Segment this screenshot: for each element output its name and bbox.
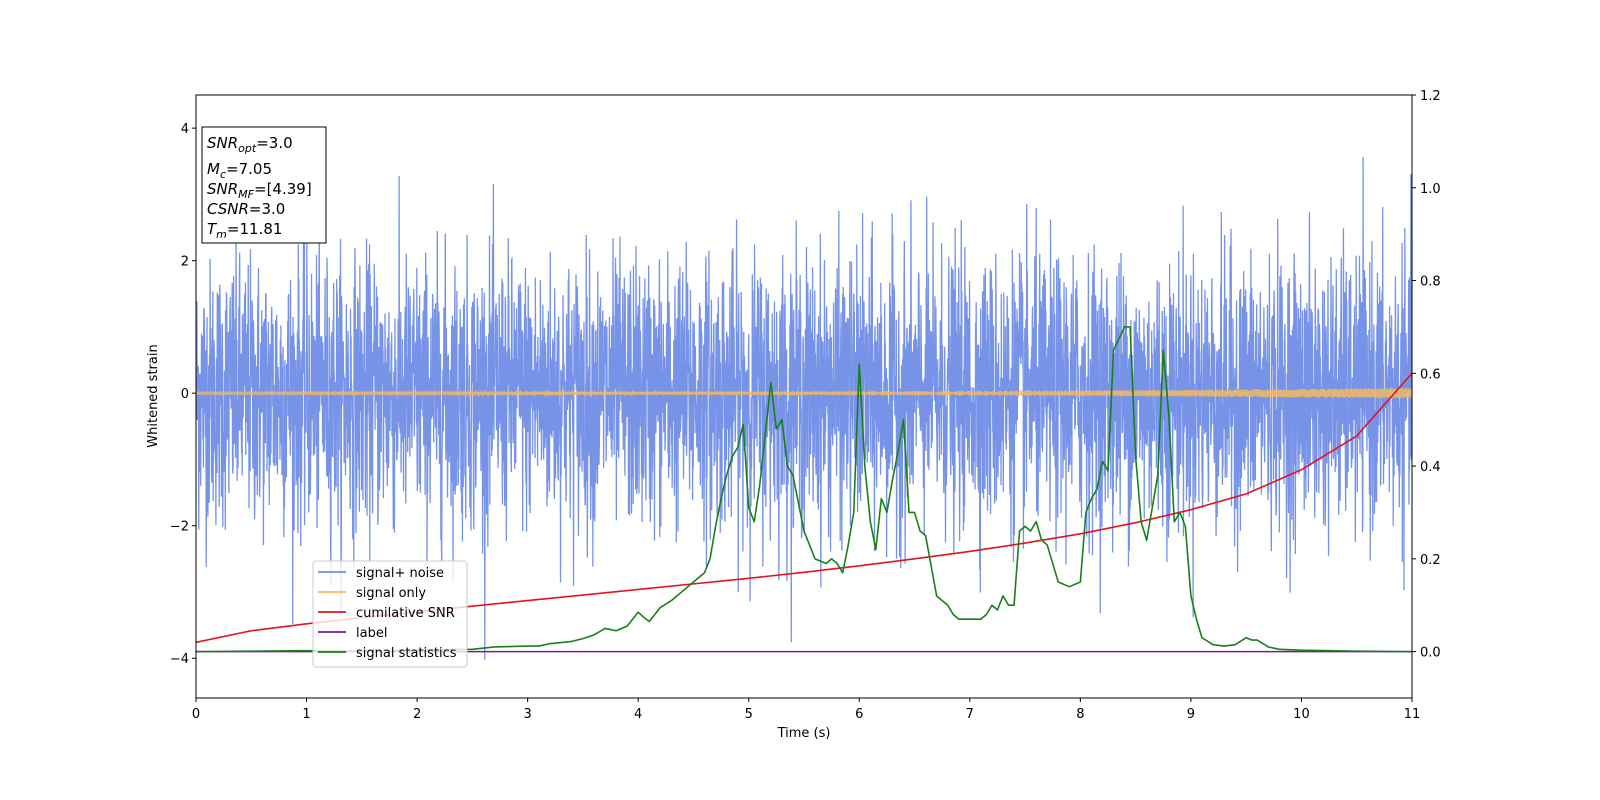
y2-tick-label: 0.4 bbox=[1420, 460, 1441, 475]
x-axis-label: Time (s) bbox=[777, 726, 831, 741]
y2-tick-label: 0.6 bbox=[1420, 367, 1441, 382]
axes-frame bbox=[195, 94, 1413, 699]
y-tick-label: 0 bbox=[181, 387, 189, 402]
y2-axis-ticks: 0.0 0.2 0.4 0.6 0.8 1.0 1.2 bbox=[1412, 89, 1441, 661]
x-tick-label: 3 bbox=[523, 707, 531, 722]
x-tick-label: 6 bbox=[855, 707, 863, 722]
legend-item-signal-noise: signal+ noise bbox=[318, 566, 444, 581]
x-tick-label: 10 bbox=[1293, 707, 1310, 722]
y-tick-label: −4 bbox=[170, 652, 189, 667]
legend-label: cumilative SNR bbox=[356, 606, 455, 621]
y-tick-label: 4 bbox=[181, 122, 189, 137]
legend-label: signal only bbox=[356, 586, 426, 601]
y-tick-label: 2 bbox=[181, 255, 189, 270]
y-tick-label: −2 bbox=[170, 520, 189, 535]
x-tick-label: 5 bbox=[745, 707, 753, 722]
legend: signal+ noise signal only cumilative SNR… bbox=[312, 560, 468, 668]
legend-item-cumulative-snr: cumilative SNR bbox=[318, 606, 455, 621]
series-signal-only bbox=[196, 387, 1412, 400]
x-tick-label: 11 bbox=[1404, 707, 1421, 722]
y2-tick-label: 0.8 bbox=[1420, 275, 1441, 290]
info-csnr: CSNR=3.0 bbox=[207, 200, 285, 218]
series-signal-statistics bbox=[196, 326, 1412, 653]
x-tick-label: 2 bbox=[413, 707, 421, 722]
legend-item-signal-only: signal only bbox=[318, 586, 426, 601]
info-tm: Tm=11.81 bbox=[207, 220, 282, 241]
info-snr-opt: SNRopt=3.0 bbox=[207, 134, 293, 155]
y-axis-ticks: −4 −2 0 2 4 bbox=[170, 122, 196, 667]
x-axis-ticks: 0 1 2 3 4 5 6 7 8 9 10 11 bbox=[192, 698, 1420, 722]
x-tick-label: 9 bbox=[1187, 707, 1195, 722]
info-box: SNRopt=3.0 Mc=7.05 SNRMF=[4.39] CSNR=3.0… bbox=[201, 126, 327, 244]
info-snr-mf: SNRMF=[4.39] bbox=[207, 180, 312, 201]
legend-label: label bbox=[356, 626, 387, 641]
x-tick-label: 1 bbox=[302, 707, 310, 722]
x-tick-label: 7 bbox=[966, 707, 974, 722]
legend-item-label: label bbox=[318, 626, 387, 641]
y2-tick-label: 0.2 bbox=[1420, 553, 1441, 568]
legend-item-signal-statistics: signal statistics bbox=[318, 646, 457, 661]
y2-tick-label: 1.0 bbox=[1420, 182, 1441, 197]
x-tick-label: 0 bbox=[192, 707, 200, 722]
legend-label: signal+ noise bbox=[356, 566, 444, 581]
x-tick-label: 8 bbox=[1076, 707, 1084, 722]
x-tick-label: 4 bbox=[634, 707, 642, 722]
info-mc: Mc=7.05 bbox=[207, 160, 272, 181]
legend-label: signal statistics bbox=[356, 646, 457, 661]
y-axis-label: Whitened strain bbox=[146, 344, 161, 447]
y2-tick-label: 0.0 bbox=[1420, 646, 1441, 661]
y2-tick-label: 1.2 bbox=[1420, 89, 1441, 104]
